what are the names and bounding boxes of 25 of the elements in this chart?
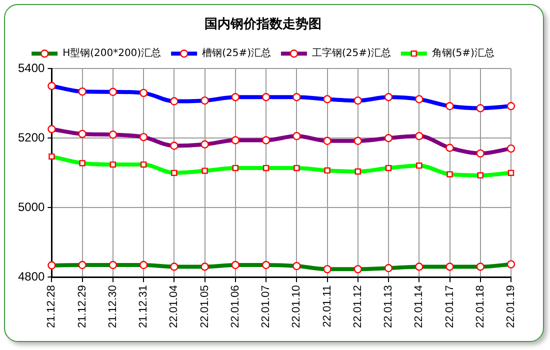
x-tick-label: 22.01.06 [229, 285, 242, 328]
x-tick-label: 21.12.30 [106, 285, 119, 328]
x-tick-label: 22.01.12 [352, 285, 364, 328]
x-tick-label: 22.01.10 [290, 285, 303, 328]
legend-label: 槽钢(25#)汇总 [202, 47, 271, 60]
x-tick-label: 21.12.28 [46, 285, 58, 328]
x-tick-label: 22.01.17 [444, 285, 456, 328]
x-tick-label: 22.01.04 [168, 285, 180, 328]
y-tick-label: 5200 [18, 130, 46, 144]
legend-label: 角钢(5#)汇总 [432, 47, 494, 60]
legend-label: H型钢(200*200)汇总 [62, 47, 162, 60]
x-tick-label: 22.01.19 [505, 285, 518, 328]
x-tick-label: 21.12.29 [76, 285, 88, 328]
y-tick-label: 5000 [18, 200, 46, 214]
x-tick-label: 22.01.18 [474, 285, 486, 328]
y-tick-label: 5400 [18, 60, 46, 75]
x-tick-label: 22.01.13 [382, 285, 395, 328]
x-tick-label: 22.01.07 [260, 285, 272, 328]
x-tick-label: 22.01.05 [198, 285, 211, 328]
x-tick-label: 21.12.31 [138, 285, 150, 328]
legend-label: 工字钢(25#)汇总 [312, 47, 391, 60]
x-tick-label: 22.01.11 [321, 285, 334, 328]
y-tick-label: 4800 [18, 269, 46, 284]
chart-title: 国内钢价指数走势图 [204, 16, 322, 32]
x-tick-label: 22.01.14 [413, 285, 426, 328]
